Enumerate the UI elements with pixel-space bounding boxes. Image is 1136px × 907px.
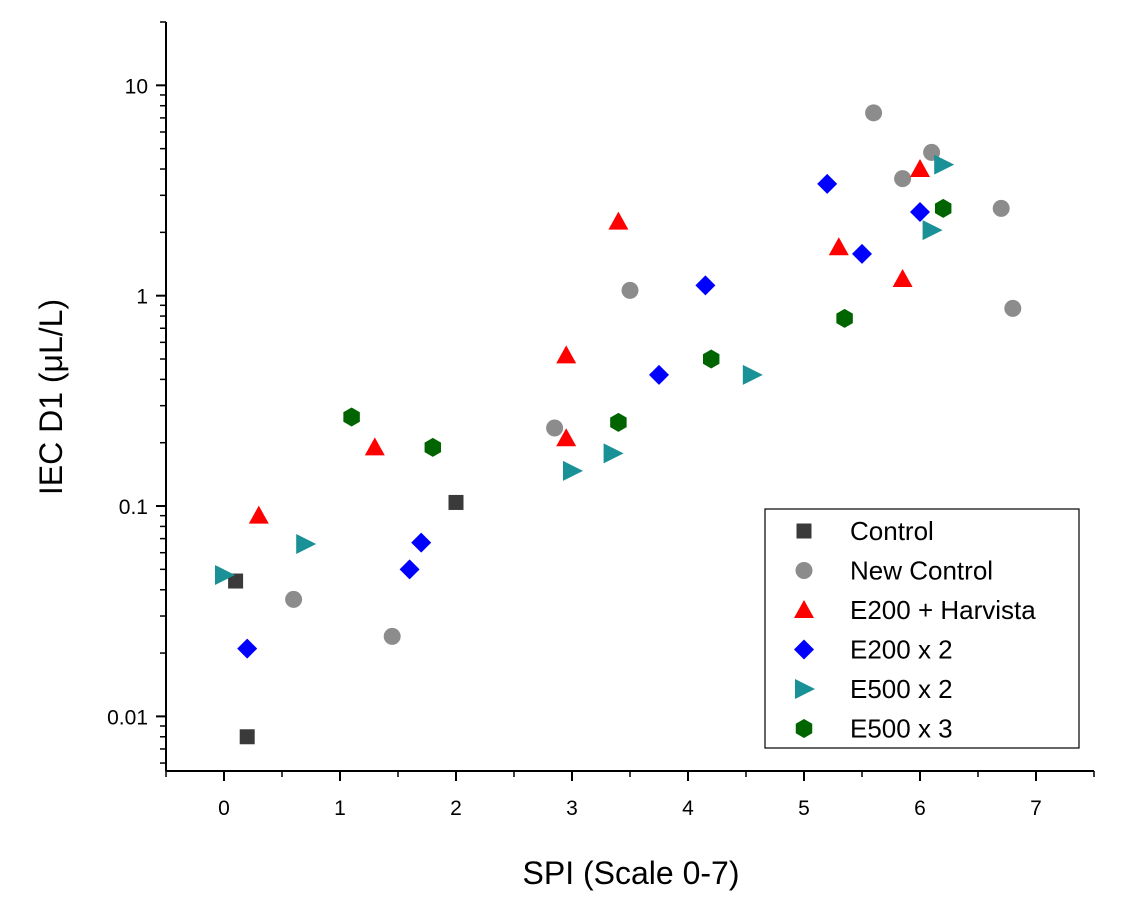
data-point-e200-harvista: [608, 211, 629, 230]
legend-marker: [794, 639, 814, 660]
data-point-new-control: [285, 590, 303, 608]
data-point-e500-x-2: [603, 443, 624, 464]
y-tick-label: 0.01: [107, 706, 148, 729]
legend-label: E200 x 2: [850, 635, 953, 665]
data-point-e200-harvista: [364, 437, 385, 456]
data-point-e200-harvista: [248, 505, 269, 524]
data-point-e200-x-2: [399, 559, 420, 580]
legend-marker: [795, 679, 815, 699]
legend-label: E200 + Harvista: [850, 595, 1036, 625]
legend-marker: [795, 719, 813, 738]
x-axis-title: SPI (Scale 0-7): [523, 855, 740, 891]
x-tick-label: 2: [450, 797, 462, 820]
data-point-e500-x-2: [922, 220, 943, 241]
data-point-new-control: [621, 281, 639, 299]
data-point-new-control: [894, 170, 912, 188]
x-tick-label: 0: [218, 797, 230, 820]
data-point-e200-x-2: [852, 243, 872, 264]
data-point-e500-x-2: [215, 565, 235, 586]
legend-marker: [794, 600, 814, 618]
data-point-control: [448, 494, 464, 510]
data-point-e500-x-3: [702, 349, 720, 369]
data-point-control: [228, 573, 244, 589]
x-tick-label: 3: [566, 797, 578, 820]
data-point-e200-harvista: [892, 269, 913, 288]
x-tick-label: 7: [1030, 797, 1042, 820]
data-points: [215, 104, 1022, 745]
legend-marker: [796, 523, 812, 539]
data-point-e200-x-2: [910, 201, 930, 222]
y-tick-label: 0.1: [119, 496, 148, 519]
legend-label: New Control: [850, 556, 993, 586]
legend-label: E500 x 3: [850, 714, 953, 744]
data-point-e500-x-2: [934, 154, 955, 175]
x-tick-label: 1: [334, 797, 346, 820]
legend-marker: [795, 562, 813, 579]
data-point-e200-x-2: [695, 275, 716, 296]
data-point-e200-x-2: [411, 532, 432, 553]
data-point-e200-x-2: [237, 638, 258, 659]
legend: Control New Control E200 + Harvista E200 x …: [764, 508, 1080, 749]
data-point-e200-x-2: [649, 364, 669, 385]
data-point-e500-x-3: [424, 437, 442, 457]
y-tick-label: 1: [136, 286, 148, 309]
data-point-e200-x-2: [817, 173, 838, 194]
data-point-new-control: [992, 199, 1010, 217]
data-point-new-control: [1004, 299, 1022, 317]
x-tick-group: 0 1 2 3 4 5 6 7: [165, 771, 1095, 820]
legend-box: [764, 508, 1080, 749]
data-point-e500-x-3: [934, 198, 952, 218]
y-tick-label: 10: [125, 75, 148, 98]
data-point-new-control: [546, 419, 564, 437]
x-tick-label: 4: [682, 797, 694, 820]
data-point-e500-x-3: [836, 308, 853, 328]
legend-label: E500 x 2: [850, 674, 953, 704]
data-point-new-control: [865, 104, 883, 122]
data-point-e200-harvista: [910, 159, 930, 178]
x-tick-label: 5: [798, 797, 810, 820]
data-point-new-control: [383, 627, 401, 645]
data-point-control: [239, 729, 255, 745]
data-point-e500-x-3: [610, 412, 627, 432]
data-point-e200-harvista: [828, 237, 849, 256]
x-tick-label: 6: [914, 797, 926, 820]
y-axis-title: IEC D1 (μL/L): [33, 299, 69, 495]
data-point-e500-x-2: [296, 533, 317, 554]
data-point-e500-x-2: [563, 460, 583, 481]
data-point-e500-x-2: [742, 364, 763, 385]
data-point-e200-harvista: [556, 428, 577, 447]
y-tick-group: 0.01 0.1 1 10: [107, 21, 166, 764]
legend-label: Control: [850, 516, 934, 546]
data-point-e200-harvista: [556, 345, 577, 364]
data-point-e500-x-3: [343, 407, 360, 427]
